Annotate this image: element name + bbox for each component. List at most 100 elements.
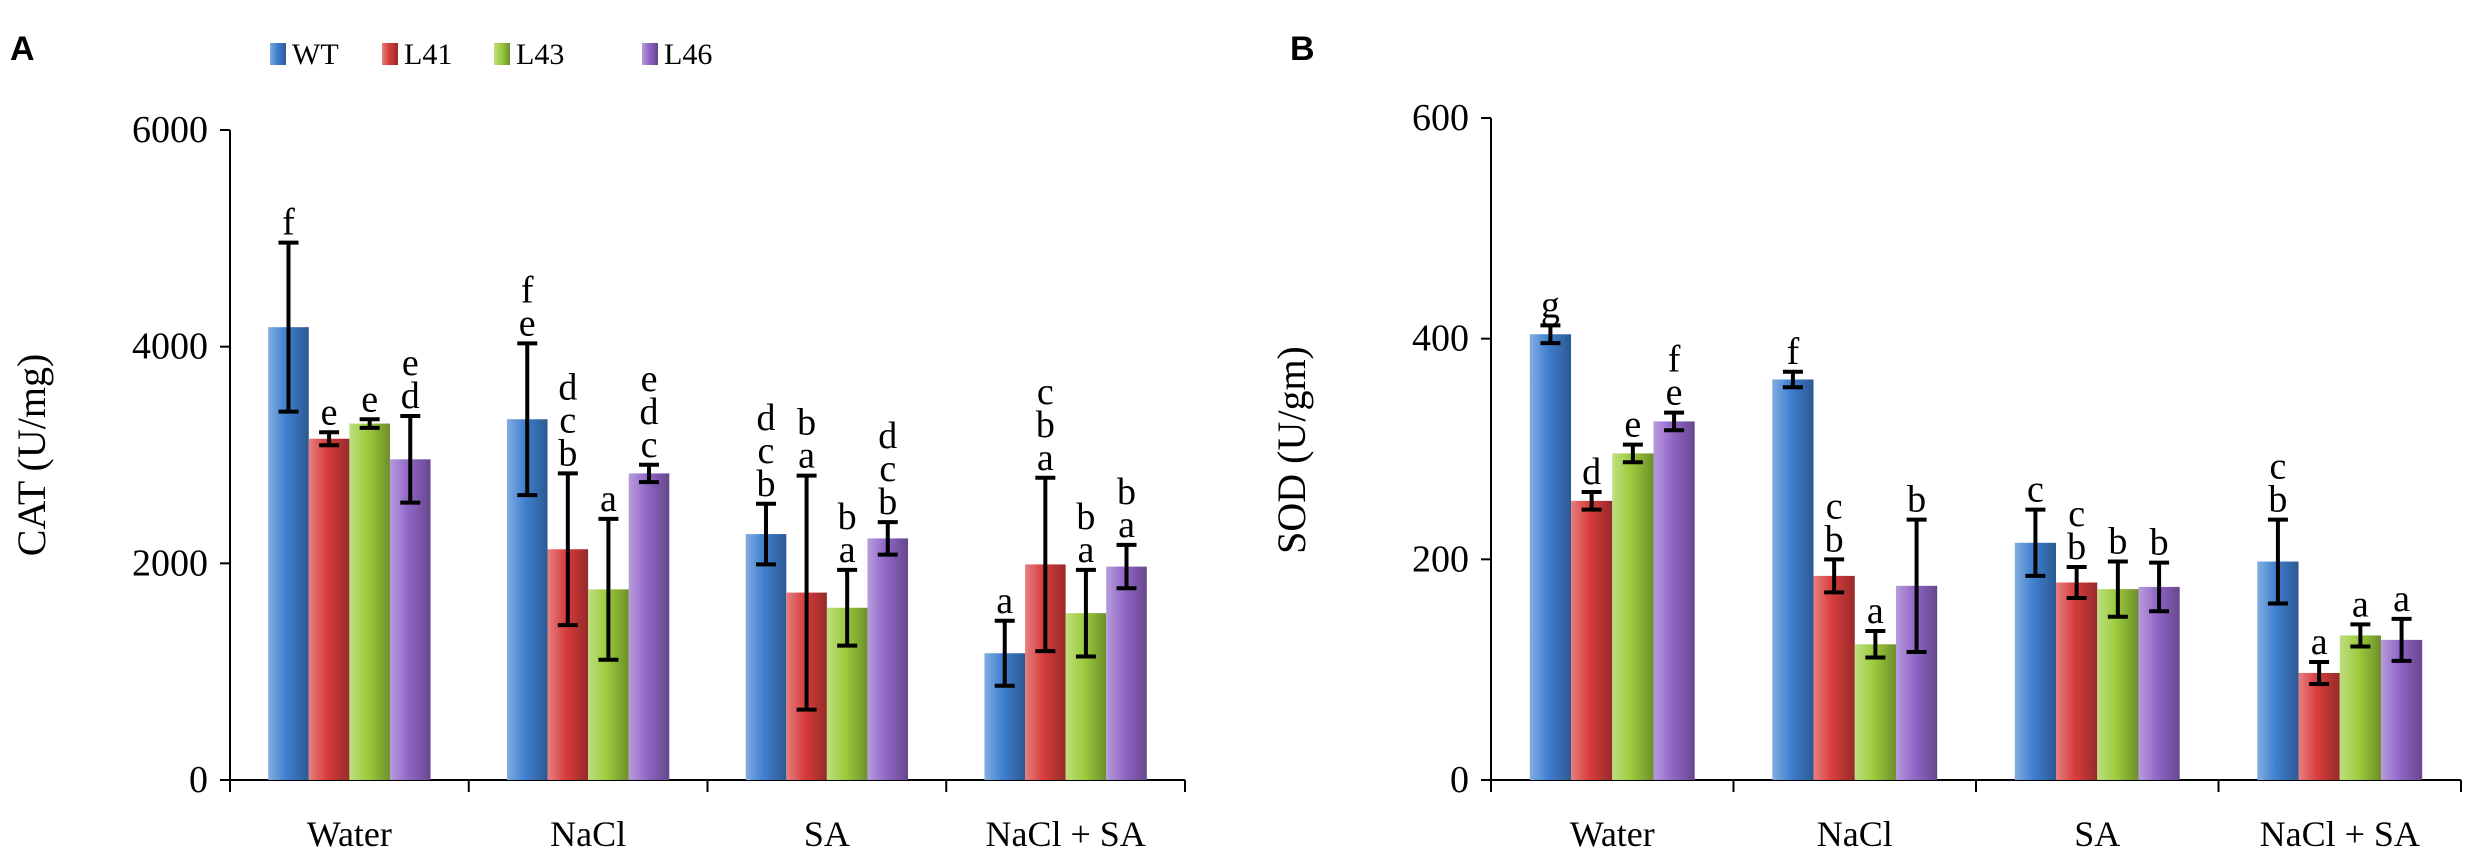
significance-letter-b-l41: d xyxy=(1582,451,1601,493)
legend-label-wt: WT xyxy=(292,38,339,71)
y-tick-label-a: 4000 xyxy=(132,326,208,368)
significance-letter-b-l43: b xyxy=(2108,521,2127,563)
significance-letter-a-l46: c xyxy=(641,424,658,466)
panel-label-a: A xyxy=(10,30,35,68)
significance-letter-b-wt: b xyxy=(2268,479,2287,521)
x-category-label-b: NaCl xyxy=(1817,814,1893,854)
bar-b-l43 xyxy=(2339,635,2381,780)
significance-letter-a-l41: d xyxy=(558,366,577,408)
significance-letter-a-l43: a xyxy=(839,529,856,571)
significance-letter-a-l43: a xyxy=(1077,529,1094,571)
significance-letter-a-wt: f xyxy=(282,202,295,244)
significance-letter-a-l43: e xyxy=(361,378,378,420)
bar-b-l41 xyxy=(2056,582,2098,780)
bar-a-l46 xyxy=(628,473,670,780)
legend-swatch-l43 xyxy=(494,43,510,65)
significance-letter-a-l46: a xyxy=(1118,504,1135,546)
significance-letter-b-l46: f xyxy=(1668,339,1681,381)
significance-letter-a-wt: d xyxy=(756,397,775,439)
bar-b-l43 xyxy=(1854,644,1896,780)
significance-letter-a-wt: a xyxy=(996,580,1013,622)
significance-letter-a-l46: b xyxy=(878,481,897,523)
bar-a-l46 xyxy=(1106,566,1147,780)
significance-letter-a-wt: b xyxy=(756,463,775,505)
significance-letter-b-l46: b xyxy=(2150,522,2169,564)
y-tick-label-b: 600 xyxy=(1412,97,1469,139)
x-category-label-a: Water xyxy=(307,814,392,854)
legend: WT L41 L43 L46 xyxy=(270,38,712,71)
significance-letter-a-l41: c xyxy=(1037,371,1054,413)
x-category-label-a: NaCl + SA xyxy=(985,814,1145,854)
legend-label-l43: L43 xyxy=(516,38,564,71)
significance-letter-a-l46: b xyxy=(1117,471,1136,513)
significance-letter-a-l41: e xyxy=(321,391,338,433)
y-tick-label-a: 2000 xyxy=(132,542,208,584)
significance-letter-b-l46: a xyxy=(2393,578,2410,620)
bar-b-l41 xyxy=(1571,500,1613,780)
y-tick-label-b: 0 xyxy=(1450,759,1469,801)
legend-swatch-wt xyxy=(270,43,286,65)
legend-label-l41: L41 xyxy=(404,38,452,71)
legend-swatch-l46 xyxy=(642,43,658,65)
bar-b-l41 xyxy=(2298,672,2340,780)
bar-a-l46 xyxy=(389,459,431,780)
y-axis-label-a: CAT (U/mg) xyxy=(9,354,54,557)
bar-b-l43 xyxy=(1612,453,1654,780)
legend-label-l46: L46 xyxy=(664,38,712,71)
significance-letter-a-l43: b xyxy=(1076,496,1095,538)
significance-letter-b-l46: e xyxy=(1666,372,1683,414)
bar-a-wt xyxy=(745,534,787,780)
x-category-label-b: SA xyxy=(2074,814,2120,854)
significance-letter-b-wt: g xyxy=(1541,284,1560,326)
significance-letter-b-l43: e xyxy=(1624,404,1641,446)
x-category-label-a: SA xyxy=(804,814,850,854)
significance-letter-b-wt: c xyxy=(2269,446,2286,488)
significance-letter-a-l41: a xyxy=(798,435,815,477)
significance-letter-b-l41: c xyxy=(2068,493,2085,535)
significance-letter-a-l41: a xyxy=(1037,437,1054,479)
significance-letter-b-wt: f xyxy=(1787,331,1800,373)
bar-b-l43 xyxy=(2097,589,2139,780)
bar-b-wt xyxy=(2014,542,2057,780)
significance-letter-b-l41: b xyxy=(2067,526,2086,568)
y-tick-label-b: 400 xyxy=(1412,318,1469,360)
bar-a-l41 xyxy=(308,438,350,780)
significance-letter-a-wt: e xyxy=(519,302,536,344)
significance-letter-a-l46: c xyxy=(879,448,896,490)
significance-letter-a-l46: d xyxy=(878,415,897,457)
bar-b-l46 xyxy=(1653,421,1695,780)
y-tick-label-a: 6000 xyxy=(132,109,208,151)
bar-b-l41 xyxy=(1813,575,1855,780)
significance-letter-a-wt: f xyxy=(521,269,534,311)
bar-b-l46 xyxy=(2138,586,2180,780)
significance-letter-b-l43: a xyxy=(1867,590,1884,632)
significance-letter-a-l46: d xyxy=(401,375,420,417)
significance-letter-b-l46: b xyxy=(1907,479,1926,521)
significance-letter-a-l46: d xyxy=(640,391,659,433)
bar-a-l46 xyxy=(867,538,909,780)
significance-letter-a-wt: c xyxy=(758,430,775,472)
significance-letter-a-l43: a xyxy=(600,478,617,520)
y-tick-label-a: 0 xyxy=(189,759,208,801)
panel-b-chart: 0 200 400 600 SOD (U/gm) Water NaCl SA NaCl + SA… xyxy=(1269,97,2462,854)
significance-letter-b-l41: b xyxy=(1825,518,1844,560)
significance-letter-a-l41: c xyxy=(559,399,576,441)
x-category-label-b: Water xyxy=(1570,814,1655,854)
significance-letter-a-l43: b xyxy=(838,496,857,538)
significance-letter-a-l41: b xyxy=(797,402,816,444)
legend-swatch-l41 xyxy=(382,43,398,65)
y-tick-label-b: 200 xyxy=(1412,538,1469,580)
bar-b-wt xyxy=(1529,334,1572,780)
significance-letter-b-l41: a xyxy=(2311,621,2328,663)
significance-letter-b-wt: c xyxy=(2027,469,2044,511)
bar-a-l43 xyxy=(349,423,390,780)
x-category-label-a: NaCl xyxy=(550,814,626,854)
significance-letter-a-l46: e xyxy=(402,342,419,384)
bar-b-wt xyxy=(1772,379,1814,780)
panel-a-chart: 0 2000 4000 6000 CAT (U/mg) Water NaCl SA NaCl +… xyxy=(9,109,1186,854)
significance-letter-b-l41: c xyxy=(1826,485,1843,527)
x-category-label-b: NaCl + SA xyxy=(2260,814,2420,854)
significance-letter-a-l46: e xyxy=(641,358,658,400)
